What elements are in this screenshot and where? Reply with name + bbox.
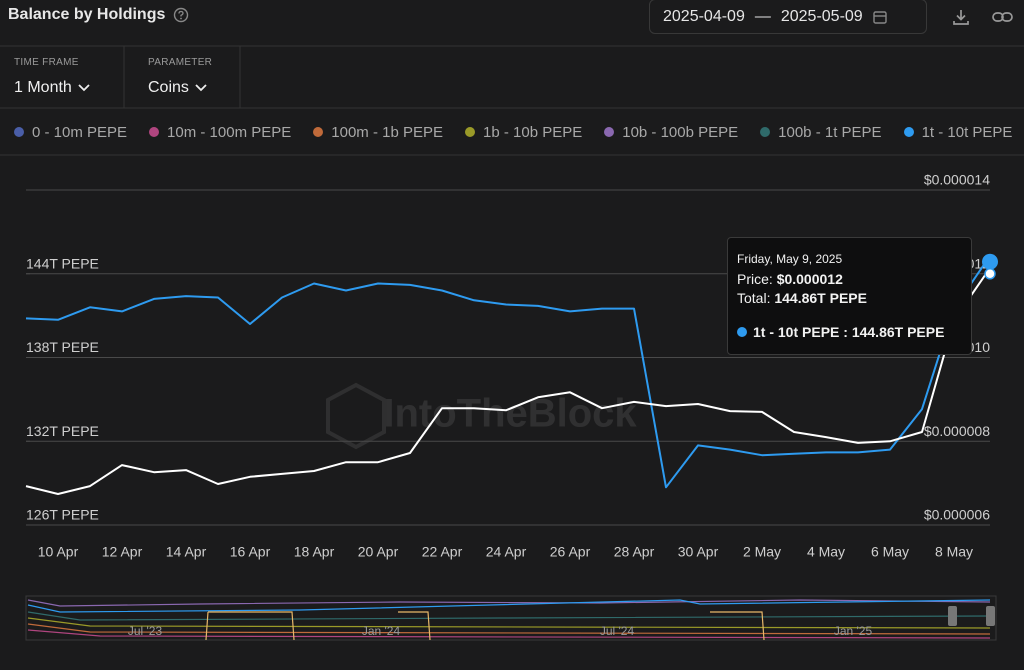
legend: 0 - 10m PEPE 10m - 100m PEPE 100m - 1b PEP… — [14, 118, 1024, 146]
x-tick-label: 22 Apr — [422, 544, 463, 560]
legend-item[interactable]: 1b - 10b PEPE — [465, 124, 582, 141]
control-label: PARAMETER — [148, 57, 213, 68]
header: Balance by Holdings — [8, 6, 189, 24]
legend-item[interactable]: 100m - 1b PEPE — [313, 124, 443, 141]
date-range[interactable]: 2025-04-09 — 2025-05-09 — [649, 0, 927, 34]
control-value: Coins — [148, 79, 189, 96]
date-separator: — — [754, 7, 771, 25]
y-tick-label: 132T PEPE — [26, 423, 99, 439]
legend-item[interactable]: 0 - 10m PEPE — [14, 124, 127, 141]
x-tick-label: 26 Apr — [550, 544, 591, 560]
y2-tick-label: $0.000008 — [924, 423, 990, 439]
x-tick-label: 20 Apr — [358, 544, 399, 560]
x-tick-label: 6 May — [871, 544, 909, 560]
tooltip: Friday, May 9, 2025 Price: $0.000012 Tot… — [727, 237, 972, 355]
navigator-label: Jan '24 — [362, 624, 401, 638]
tooltip-value: 144.86T PEPE — [851, 324, 945, 340]
x-tick-label: 8 May — [935, 544, 973, 560]
legend-label: 100b - 1t PEPE — [778, 123, 882, 141]
legend-item[interactable]: 100b - 1t PEPE — [760, 123, 882, 141]
legend-marker — [14, 127, 24, 137]
navigator[interactable] — [25, 595, 997, 641]
tooltip-value: 144.86T PEPE — [774, 290, 867, 306]
legend-marker — [903, 127, 914, 137]
watermark: IntoTheBlock — [383, 392, 637, 436]
tooltip-marker — [737, 327, 747, 337]
legend-label: 1b - 10b PEPE — [483, 123, 583, 141]
control-value: 1 Month — [14, 79, 72, 96]
y2-tick-label: $0.000014 — [924, 172, 990, 188]
y-tick-label: 126T PEPE — [26, 507, 99, 523]
x-tick-label: 12 Apr — [102, 544, 143, 560]
date-start: 2025-04-09 — [663, 7, 745, 25]
timeframe-control[interactable]: TIME FRAME 1 Month — [14, 57, 90, 97]
date-end: 2025-05-09 — [780, 7, 863, 25]
x-tick-label: 30 Apr — [678, 544, 719, 560]
series-line — [25, 273, 987, 495]
legend-label: 10m - 100m PEPE — [167, 123, 292, 141]
legend-item[interactable]: 1t - 10t PEPE — [903, 123, 1013, 141]
navigator-label: Jan '25 — [834, 624, 873, 638]
tooltip-separator: : — [843, 324, 848, 340]
navigator-handle[interactable] — [986, 606, 995, 626]
x-tick-label: 24 Apr — [486, 544, 527, 560]
tooltip-series: 1t - 10t PEPE — [753, 324, 840, 340]
legend-label: 1t - 10t PEPE — [921, 123, 1013, 141]
series-line — [25, 261, 987, 489]
tooltip-label: Price: — [737, 271, 773, 287]
control-label: TIME FRAME — [14, 57, 79, 68]
x-tick-label: 28 Apr — [614, 544, 655, 560]
calendar-icon — [872, 10, 887, 24]
legend-label: 10b - 100b PEPE — [622, 123, 739, 141]
legend-marker — [760, 127, 771, 137]
legend-marker — [604, 127, 615, 137]
page-title: Balance by Holdings — [8, 6, 166, 23]
legend-marker — [313, 127, 324, 137]
parameter-control[interactable]: PARAMETER Coins — [148, 57, 212, 97]
hover-marker — [982, 253, 998, 270]
y-tick-label: 138T PEPE — [26, 339, 99, 355]
navigator-handle[interactable] — [948, 606, 957, 626]
navigator-lines — [27, 599, 991, 641]
tooltip-date: Friday, May 9, 2025 — [737, 252, 843, 266]
link-icon[interactable] — [991, 8, 1015, 26]
tooltip-label: Total: — [737, 290, 771, 306]
legend-marker — [465, 127, 475, 137]
navigator-label: Jul '23 — [128, 624, 163, 638]
hover-marker — [984, 268, 996, 280]
download-icon[interactable] — [952, 8, 970, 26]
x-tick-label: 16 Apr — [230, 544, 271, 560]
navigator-label: Jul '24 — [600, 624, 635, 638]
legend-label: 100m - 1b PEPE — [331, 123, 443, 141]
y2-tick-label: $0.000006 — [924, 507, 990, 523]
x-tick-label: 14 Apr — [166, 544, 207, 560]
x-tick-label: 10 Apr — [38, 544, 79, 560]
y-tick-label: 144T PEPE — [26, 255, 99, 271]
legend-label: 0 - 10m PEPE — [32, 123, 128, 141]
legend-item[interactable]: 10m - 100m PEPE — [149, 124, 291, 141]
tooltip-value: $0.000012 — [776, 271, 843, 287]
watermark-logo — [326, 382, 386, 450]
chevron — [78, 84, 90, 92]
help-icon[interactable] — [173, 7, 189, 23]
legend-marker — [149, 127, 160, 137]
chevron — [195, 84, 207, 92]
x-tick-label: 2 May — [743, 544, 781, 560]
x-tick-label: 4 May — [807, 544, 845, 560]
x-tick-label: 18 Apr — [294, 544, 335, 560]
legend-item[interactable]: 10b - 100b PEPE — [604, 124, 738, 141]
